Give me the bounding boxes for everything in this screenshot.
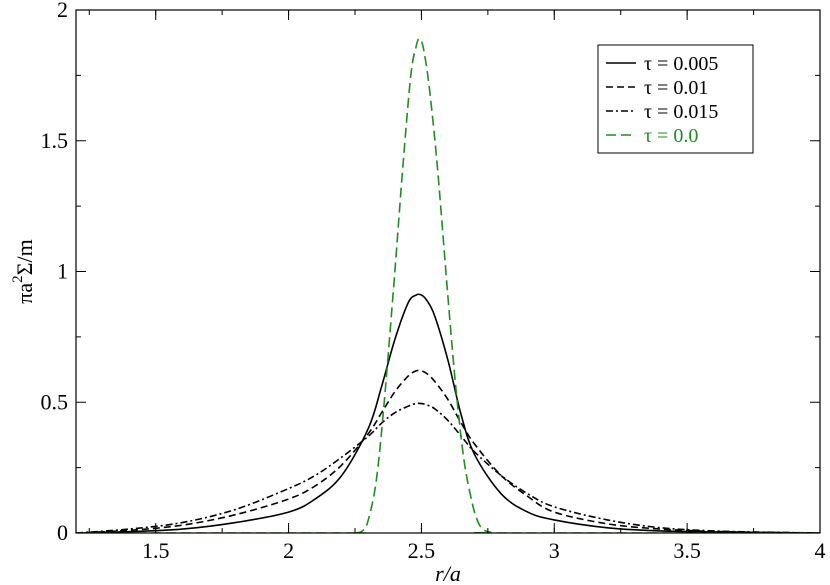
x-tick-label: 2 (283, 538, 294, 563)
y-axis-title-sup: 2 (10, 275, 26, 283)
axes: 1.5 2 2.5 3 3.5 4 0 0.5 1 1.5 2 (41, 0, 826, 563)
x-tick-label: 3 (549, 538, 560, 563)
y-tick-label: 2 (57, 0, 68, 22)
plot-area (76, 37, 820, 533)
legend-label-1: τ = 0.005 (644, 53, 718, 75)
y-tick-label: 0 (57, 520, 68, 545)
series-line-3 (76, 402, 820, 533)
y-tick-label: 0.5 (41, 389, 69, 414)
y-axis-title: πa2Σ/m (10, 239, 37, 303)
y-axis-title-pre: πa (12, 283, 37, 304)
x-tick-label: 4 (815, 538, 826, 563)
y-tick-label: 1 (57, 259, 68, 284)
x-tick-label: 3.5 (673, 538, 701, 563)
y-tick-label: 1.5 (41, 128, 69, 153)
legend-label-3: τ = 0.015 (644, 101, 718, 123)
x-tick-label: 1.5 (142, 538, 170, 563)
x-tick-label: 2.5 (408, 538, 436, 563)
series-line-1 (76, 293, 820, 533)
y-axis-title-post: Σ/m (12, 239, 37, 275)
series-line-4 (76, 37, 820, 533)
legend-label-2: τ = 0.01 (644, 77, 708, 99)
legend-label-4: τ = 0.0 (644, 125, 698, 147)
series-line-2 (76, 369, 820, 533)
x-axis-title: r/a (435, 561, 461, 585)
